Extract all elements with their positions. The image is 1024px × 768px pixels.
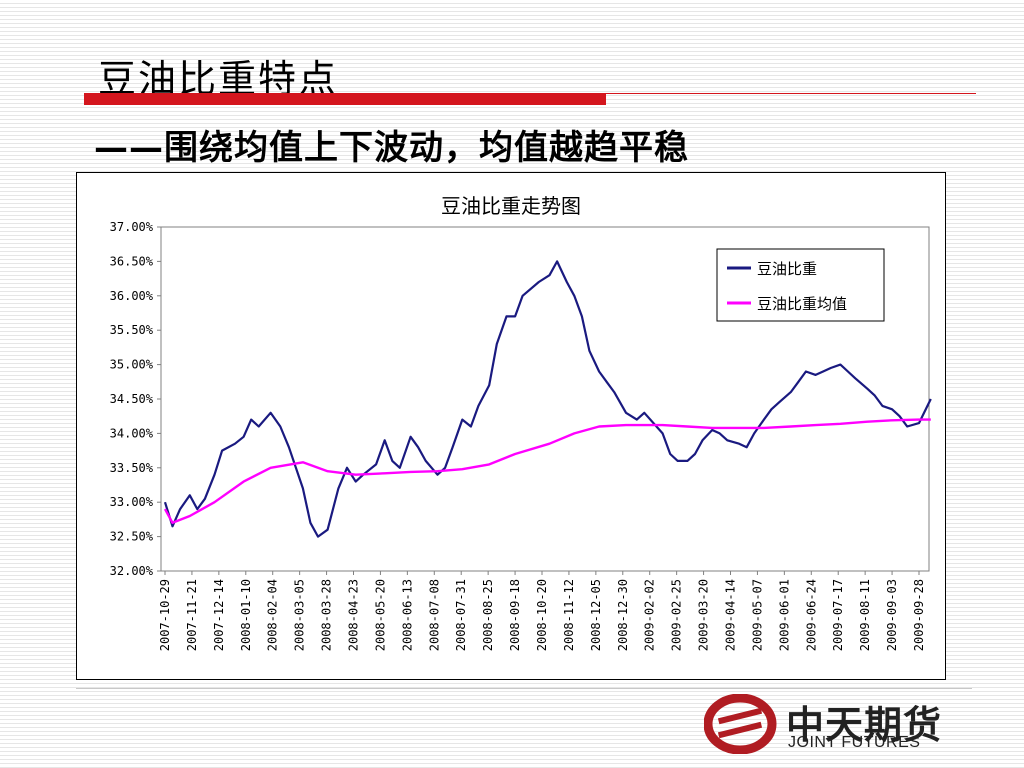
- logo-name-cn: 中天期货: [786, 703, 943, 747]
- y-tick-label: 37.00%: [110, 220, 154, 234]
- x-tick-label: 2008-03-28: [320, 579, 334, 651]
- footer-divider: [76, 688, 972, 689]
- logo-mark-icon: [704, 694, 777, 754]
- chart-title: 豆油比重走势图: [441, 194, 581, 218]
- x-tick-label: 2008-12-30: [616, 579, 630, 651]
- y-tick-label: 32.00%: [110, 564, 154, 578]
- x-tick-label: 2008-12-05: [589, 579, 603, 651]
- x-tick-label: 2008-07-31: [454, 579, 468, 651]
- series-lines: [163, 260, 932, 538]
- x-tick-label: 2008-09-18: [508, 579, 522, 651]
- x-tick-label: 2009-06-24: [804, 579, 818, 651]
- y-tick-label: 35.50%: [110, 323, 154, 337]
- x-tick-label: 2009-05-07: [750, 579, 764, 651]
- x-tick-label: 2009-06-01: [777, 579, 791, 651]
- x-tick-label: 2008-04-23: [347, 579, 361, 651]
- x-tick-label: 2008-07-08: [427, 579, 441, 651]
- x-tick-label: 2009-02-02: [643, 579, 657, 651]
- y-tick-label: 33.50%: [110, 461, 154, 475]
- x-tick-label: 2008-10-20: [535, 579, 549, 651]
- x-tick-label: 2007-11-21: [185, 579, 199, 651]
- x-tick-label: 2007-10-29: [158, 579, 172, 651]
- x-tick-label: 2007-12-14: [212, 579, 226, 651]
- logo-name-en: JOINT FUTURES: [788, 734, 921, 751]
- x-tick-label: 2008-06-13: [400, 579, 414, 651]
- x-tick-label: 2008-11-12: [562, 579, 576, 651]
- series-line-mean: [163, 418, 931, 524]
- title-underline-bar: [84, 93, 606, 105]
- y-tick-label: 36.50%: [110, 254, 154, 268]
- soybean-oil-ratio-chart: 豆油比重走势图 37.00% 36.50% 36.00% 35.50% 35.00% 34…: [110, 194, 932, 651]
- y-tick-label: 34.50%: [110, 392, 154, 406]
- legend-box: [716, 248, 885, 322]
- y-tick-label: 33.00%: [110, 495, 154, 509]
- y-tick-label: 36.00%: [110, 289, 154, 303]
- x-tick-label: 2009-08-11: [858, 579, 872, 651]
- x-tick-label: 2009-03-20: [697, 579, 711, 651]
- series-line-soybean-ratio: [163, 260, 932, 538]
- x-tick-label: 2008-02-04: [266, 579, 280, 651]
- legend-label-soybean-ratio: 豆油比重: [757, 260, 817, 278]
- company-logo: 中天期货 JOINT FUTURES: [704, 694, 970, 756]
- x-tick-label: 2008-05-20: [373, 579, 387, 651]
- x-tick-label: 2009-07-17: [831, 579, 845, 651]
- chart-legend: 豆油比重 豆油比重均值: [716, 248, 885, 322]
- x-tick-label: 2009-09-03: [885, 579, 899, 651]
- y-tick-label: 32.50%: [110, 530, 154, 544]
- legend-label-mean: 豆油比重均值: [757, 295, 847, 313]
- slide-subtitle: ——围绕均值上下波动，均值越趋平稳: [94, 128, 689, 168]
- x-tick-label: 2008-08-25: [481, 579, 495, 651]
- x-tick-label: 2008-03-05: [293, 579, 307, 651]
- chart-frame: 豆油比重走势图 37.00% 36.50% 36.00% 35.50% 35.00% 34…: [76, 172, 946, 680]
- x-tick-label: 2008-01-10: [239, 579, 253, 651]
- x-axis: 2007-10-29 2007-11-21 2007-12-14 2008-01-10…: [158, 571, 926, 651]
- x-tick-label: 2009-09-28: [912, 579, 926, 651]
- x-tick-label: 2009-04-14: [724, 579, 738, 651]
- x-tick-label: 2009-02-25: [670, 579, 684, 651]
- y-tick-label: 34.00%: [110, 426, 154, 440]
- y-axis: 37.00% 36.50% 36.00% 35.50% 35.00% 34.50% 34.0…: [110, 220, 161, 578]
- y-tick-label: 35.00%: [110, 358, 154, 372]
